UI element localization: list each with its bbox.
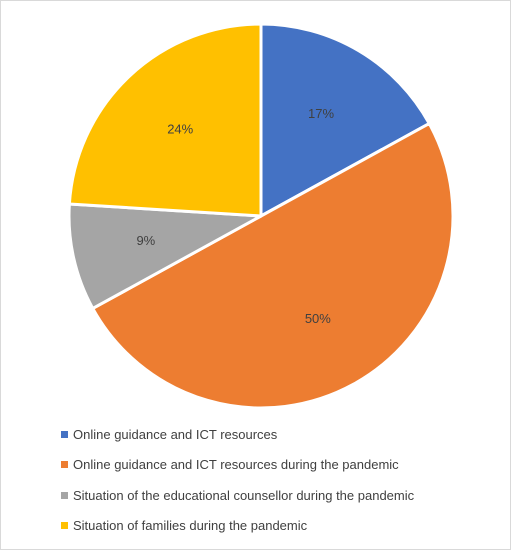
pie-slice-2: [67, 202, 263, 310]
legend-label: Online guidance and ICT resources: [73, 426, 278, 442]
data-label-1: 50%: [305, 311, 331, 326]
legend-swatch: [61, 461, 68, 468]
pie-chart: 17% 50% 9% 24%: [67, 22, 455, 410]
legend-item-3: Situation of families during the pandemi…: [61, 517, 501, 535]
legend: Online guidance and ICT resources Online …: [61, 425, 501, 547]
legend-swatch: [61, 522, 68, 529]
legend-label: Online guidance and ICT resources during…: [73, 457, 399, 472]
data-label-2: 9%: [136, 233, 155, 248]
legend-swatch: [61, 430, 68, 438]
pie-slice-3: [67, 22, 263, 218]
legend-item-2: Situation of the educational counsellor …: [61, 486, 501, 504]
legend-item-0: Online guidance and ICT resources: [61, 425, 501, 443]
legend-item-1: Online guidance and ICT resources during…: [61, 456, 501, 474]
legend-label: Situation of families during the pandemi…: [73, 518, 308, 533]
pie-slice-0: [259, 22, 431, 218]
legend-swatch: [61, 491, 68, 499]
data-label-3: 24%: [167, 121, 193, 136]
data-label-0: 17%: [308, 106, 334, 121]
pie-slice-1: [91, 122, 455, 410]
legend-label: Situation of the educational counsellor …: [73, 487, 415, 503]
